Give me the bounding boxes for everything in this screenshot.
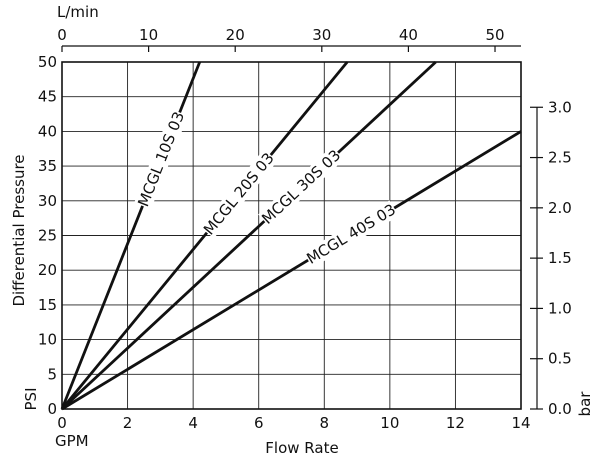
right-tick-label: 1.5 (548, 249, 572, 267)
right-tick-label: 2.5 (548, 149, 572, 167)
series-label-background (134, 109, 189, 210)
y-tick-label: 0 (47, 400, 57, 418)
top-tick-label: 20 (226, 26, 245, 44)
y-tick-label: 5 (47, 365, 57, 383)
series-label-group: MCGL 10S 03 (134, 109, 188, 209)
x-tick-label: 0 (57, 414, 67, 432)
y-axis-unit: PSI (22, 388, 40, 411)
x-tick-label: 4 (188, 414, 198, 432)
y-tick-label: 15 (38, 296, 57, 314)
y-tick-label: 30 (38, 192, 57, 210)
y-tick-label: 10 (38, 331, 57, 349)
series-label: MCGL 10S 03 (134, 109, 188, 209)
series-label: MCGL 20S 03 (200, 149, 278, 238)
series-label-background (258, 146, 345, 228)
top-tick-label: 50 (485, 26, 504, 44)
x-tick-label: 6 (254, 414, 264, 432)
y-axis-title: Differential Pressure (10, 154, 28, 306)
top-tick-label: 30 (312, 26, 331, 44)
x-axis-title: Flow Rate (265, 439, 338, 457)
right-axis-unit: bar (576, 391, 594, 417)
x-axis-unit: GPM (55, 432, 89, 450)
top-axis-unit: L/min (57, 3, 99, 21)
x-tick-label: 12 (446, 414, 465, 432)
series-line (61, 60, 437, 411)
top-tick-label: 0 (57, 26, 67, 44)
series-label-group: MCGL 20S 03 (200, 149, 278, 238)
x-tick-label: 10 (380, 414, 399, 432)
series-line (60, 61, 349, 410)
x-tick-label: 14 (511, 414, 530, 432)
series-label-group: MCGL 40S 03 (303, 200, 398, 267)
y-tick-label: 25 (38, 227, 57, 245)
top-tick-label: 40 (399, 26, 418, 44)
right-tick-label: 3.0 (548, 98, 572, 116)
x-tick-label: 8 (320, 414, 330, 432)
series-label-background (303, 200, 399, 268)
right-tick-label: 1.0 (548, 299, 572, 317)
series-line (61, 130, 522, 411)
y-tick-label: 40 (38, 122, 57, 140)
series-label: MCGL 40S 03 (303, 200, 398, 267)
right-tick-label: 2.0 (548, 199, 572, 217)
top-tick-label: 10 (139, 26, 158, 44)
y-tick-label: 50 (38, 53, 57, 71)
right-tick-label: 0.0 (548, 400, 572, 418)
x-tick-label: 2 (123, 414, 133, 432)
series-label-background (199, 149, 278, 239)
right-tick-label: 0.5 (548, 350, 572, 368)
y-tick-label: 20 (38, 261, 57, 279)
y-tick-label: 35 (38, 157, 57, 175)
y-tick-label: 45 (38, 88, 57, 106)
plot-frame (61, 61, 522, 410)
